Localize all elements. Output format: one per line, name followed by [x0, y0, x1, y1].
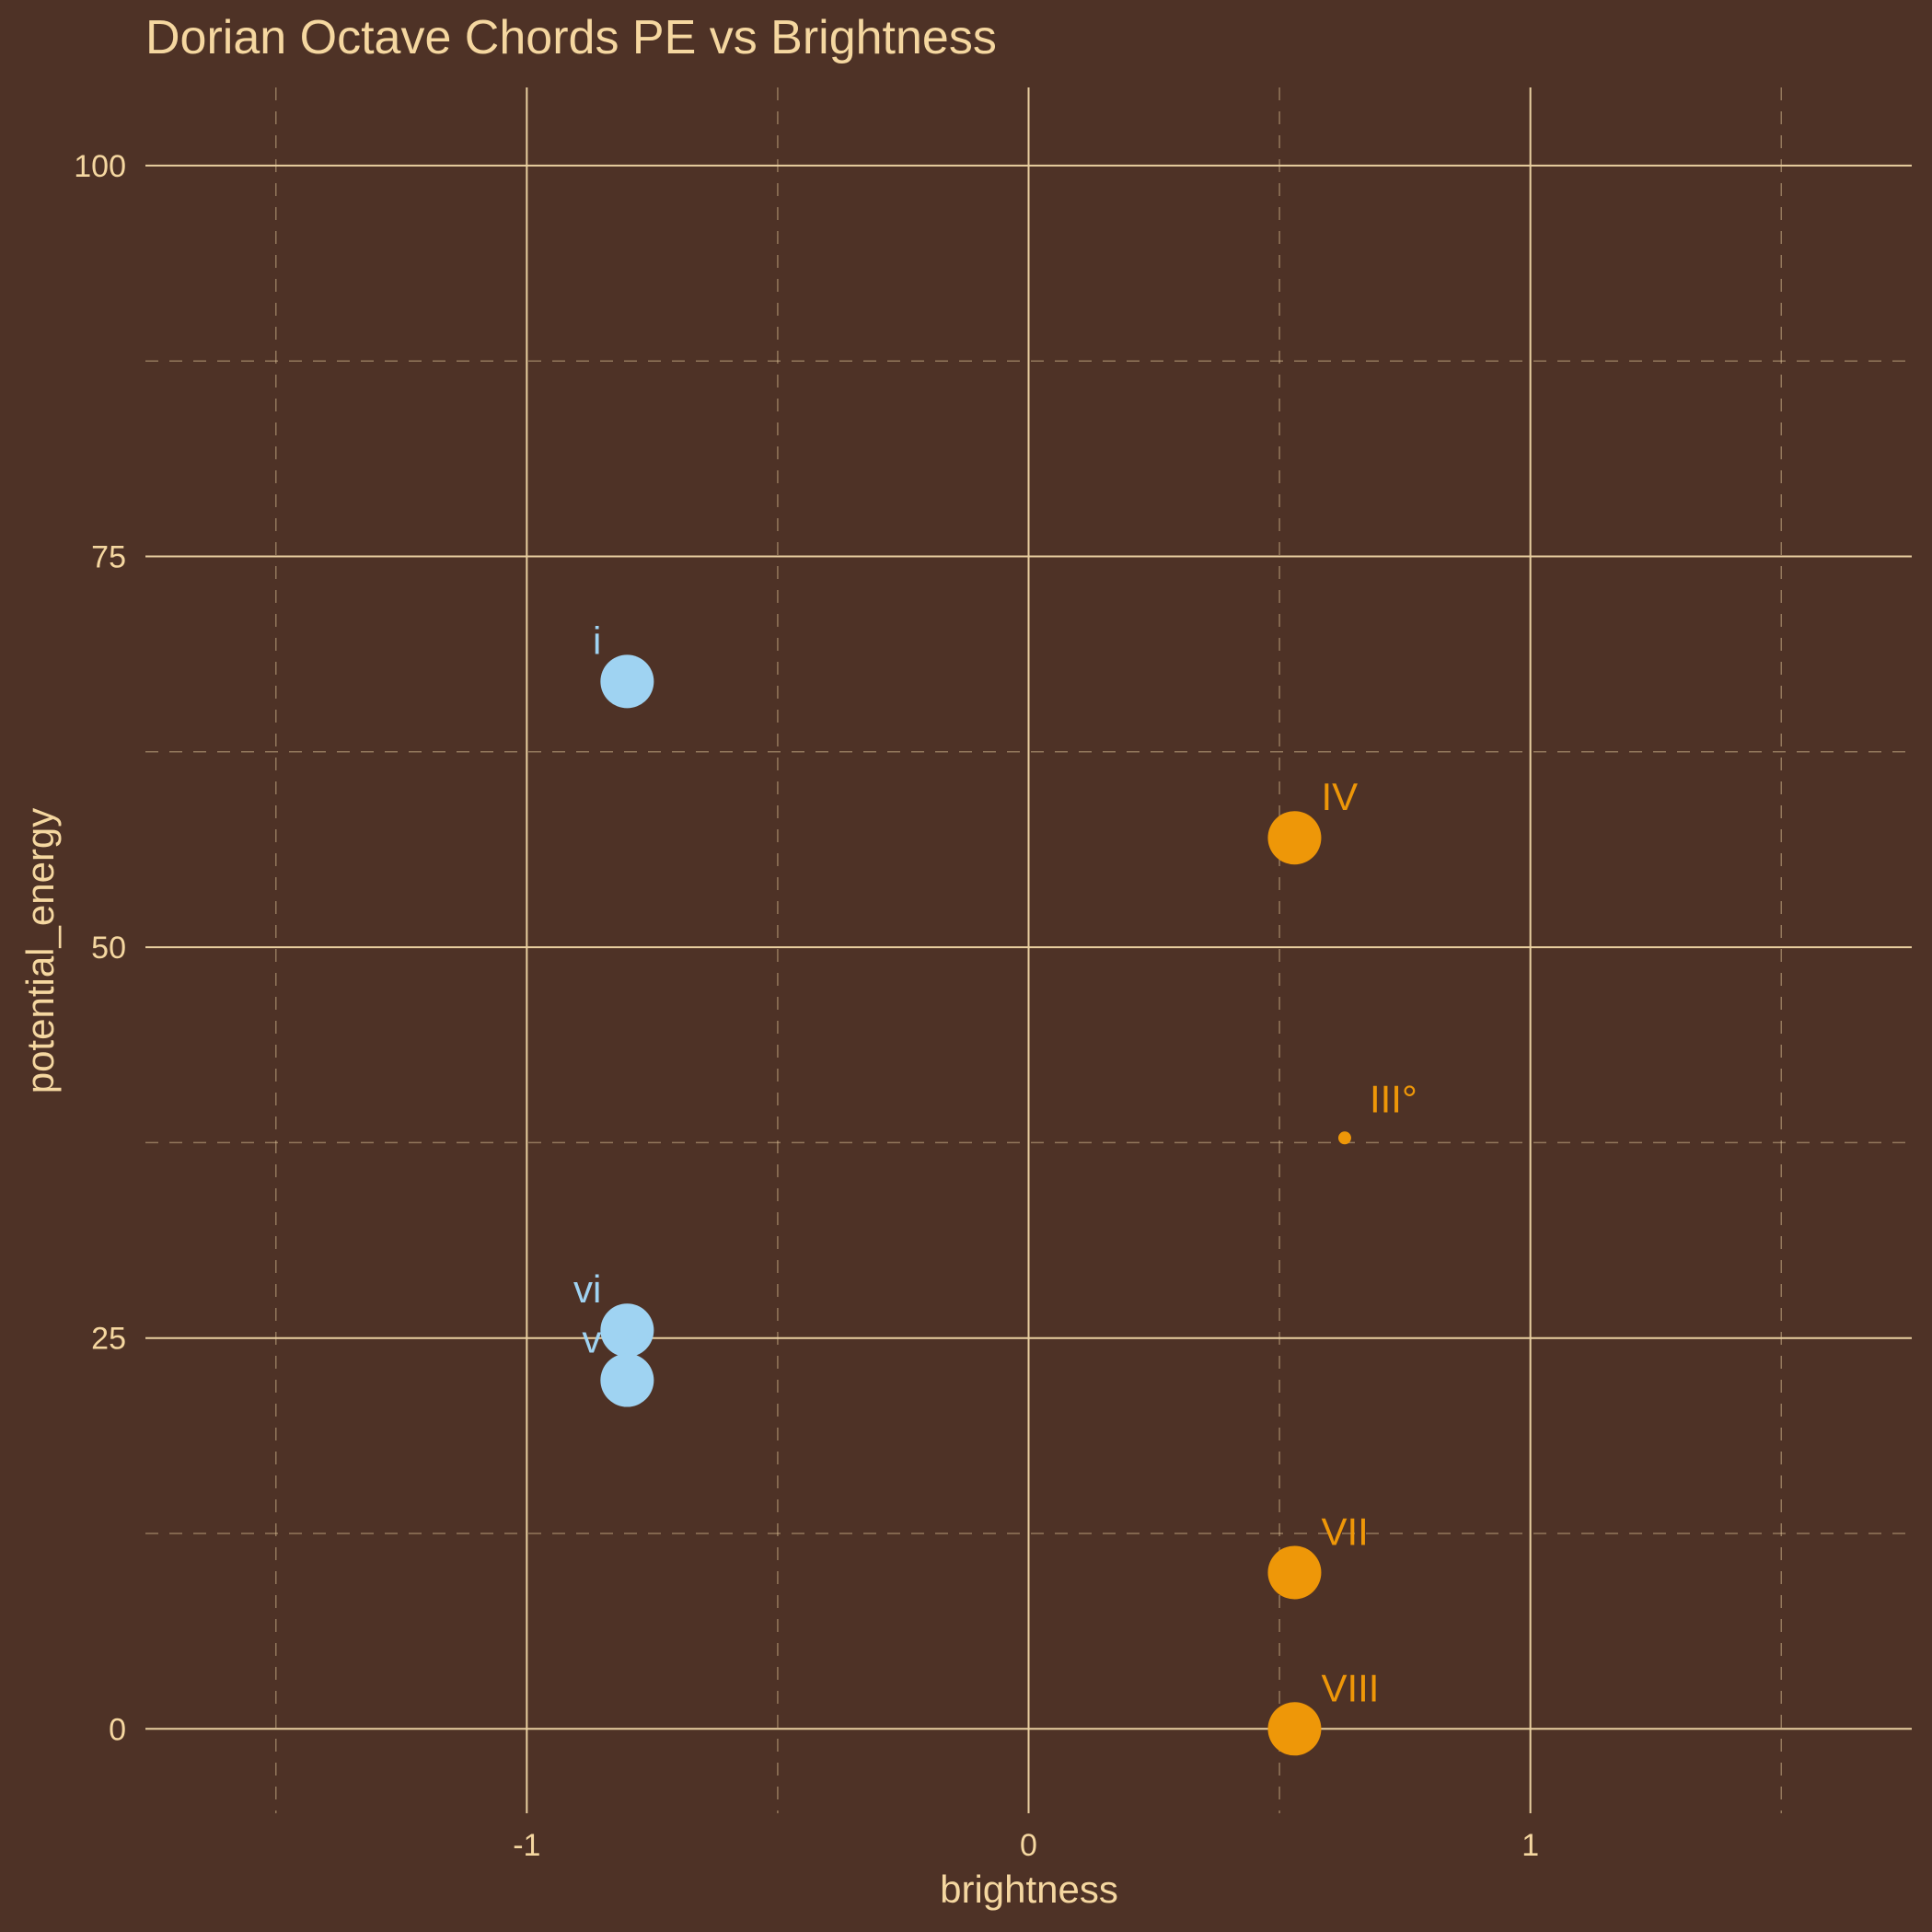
x-tick-label: 0 — [1020, 1828, 1037, 1863]
major-grid — [145, 87, 1912, 1813]
data-points — [600, 654, 1351, 1756]
data-point — [1267, 1545, 1322, 1600]
point-label: v — [582, 1318, 601, 1361]
point-label: VIII — [1321, 1666, 1379, 1709]
data-labels: i vi v IV III° VII VIII — [573, 619, 1417, 1709]
minor-grid — [145, 87, 1912, 1813]
axis-ticks: -1 0 1 0 25 50 75 100 — [74, 149, 1539, 1863]
data-point — [600, 654, 654, 709]
data-point — [1267, 811, 1322, 865]
y-tick-label: 25 — [91, 1322, 126, 1357]
y-tick-label: 100 — [74, 149, 126, 184]
point-label: VII — [1321, 1510, 1368, 1553]
chart-title: Dorian Octave Chords PE vs Brightness — [145, 11, 997, 64]
data-point — [600, 1303, 654, 1358]
x-tick-label: -1 — [513, 1828, 540, 1863]
x-tick-label: 1 — [1521, 1828, 1539, 1863]
data-point — [600, 1353, 654, 1407]
y-tick-label: 75 — [91, 540, 126, 575]
y-tick-label: 50 — [91, 931, 126, 966]
point-label: IV — [1321, 775, 1358, 818]
point-label: vi — [573, 1267, 601, 1311]
data-point — [1267, 1702, 1322, 1756]
y-tick-label: 0 — [109, 1712, 126, 1747]
y-axis-title: potential_energy — [18, 808, 62, 1094]
point-label: III° — [1370, 1077, 1417, 1120]
point-label: i — [593, 619, 601, 662]
data-point — [1337, 1131, 1351, 1145]
x-axis-title: brightness — [940, 1868, 1118, 1911]
